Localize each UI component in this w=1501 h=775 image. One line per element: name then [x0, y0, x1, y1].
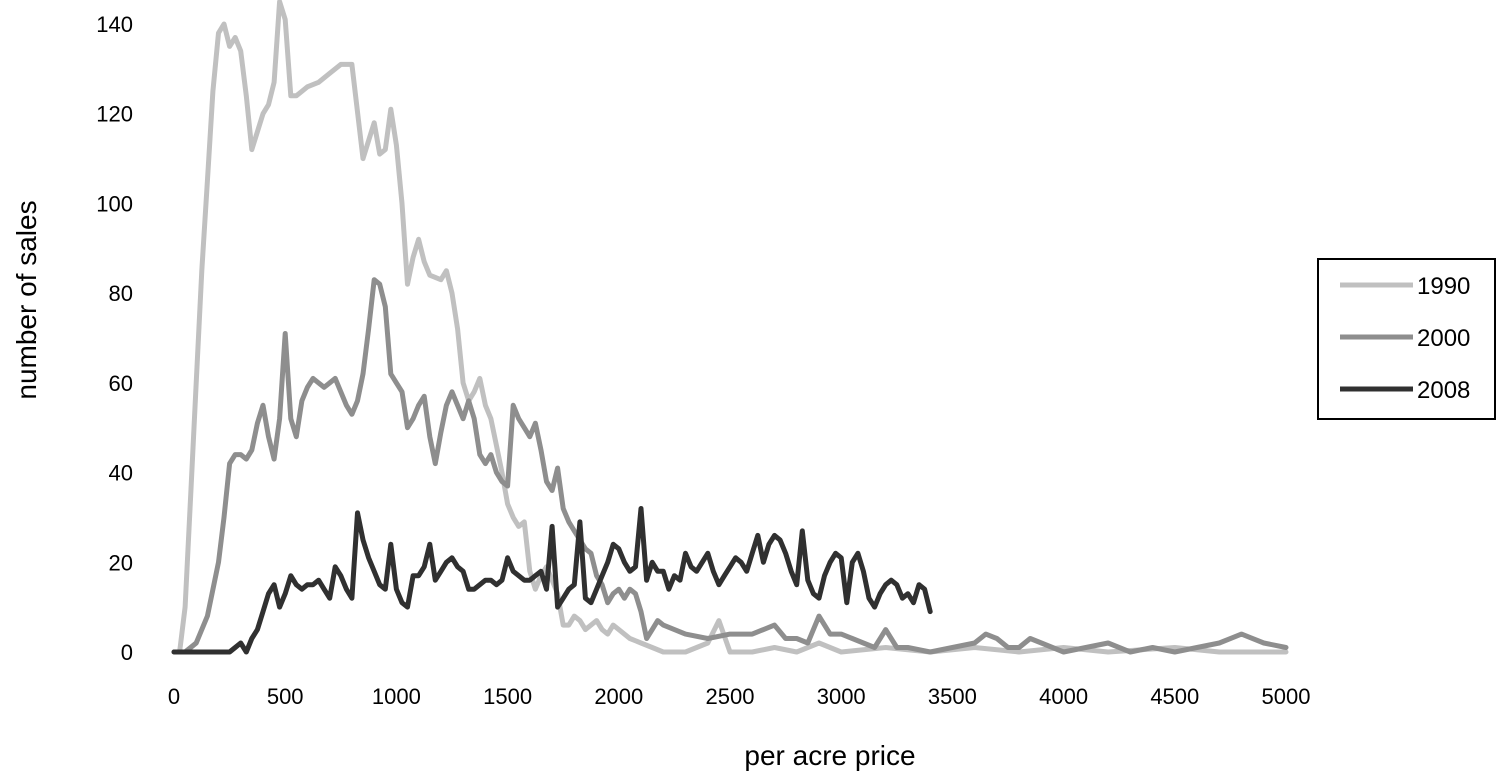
x-tick-label: 3000: [817, 684, 866, 709]
x-tick-label: 4500: [1150, 684, 1199, 709]
x-tick-label: 500: [267, 684, 304, 709]
y-tick-label: 140: [96, 12, 133, 37]
series-line-2008: [171, 506, 933, 655]
series-lines: [171, 0, 1289, 655]
x-tick-label: 1000: [372, 684, 421, 709]
x-tick-label: 3500: [928, 684, 977, 709]
x-tick-label: 0: [168, 684, 180, 709]
y-tick-label: 0: [121, 640, 133, 665]
y-tick-label: 60: [109, 371, 133, 396]
x-tick-label: 4000: [1039, 684, 1088, 709]
legend-label-2000: 2000: [1417, 325, 1470, 352]
y-tick-label: 120: [96, 102, 133, 127]
legend-items: 1990 2000 2008: [1340, 273, 1470, 404]
series-line-1990: [171, 0, 1289, 655]
x-tick-label: 2500: [706, 684, 755, 709]
y-tick-label: 40: [109, 461, 133, 486]
x-tick-label: 2000: [594, 684, 643, 709]
y-tick-label: 20: [109, 550, 133, 575]
y-tick-label: 80: [109, 281, 133, 306]
x-tick-label: 1500: [483, 684, 532, 709]
y-axis-ticks: 0 20 40 60 80 100 120 140: [96, 12, 133, 665]
x-axis-title: per acre price: [744, 740, 915, 771]
x-tick-label: 5000: [1262, 684, 1311, 709]
x-axis-ticks: 0 500 1000 1500 2000 2500 3000 3500 4000 4500 5000: [168, 684, 1311, 709]
y-axis-title: number of sales: [11, 200, 42, 399]
y-tick-label: 100: [96, 191, 133, 216]
series-line-2000: [171, 277, 1289, 655]
legend-label-1990: 1990: [1417, 273, 1470, 300]
legend-label-2008: 2008: [1417, 377, 1470, 404]
legend: 1990 2000 2008: [1317, 258, 1496, 420]
